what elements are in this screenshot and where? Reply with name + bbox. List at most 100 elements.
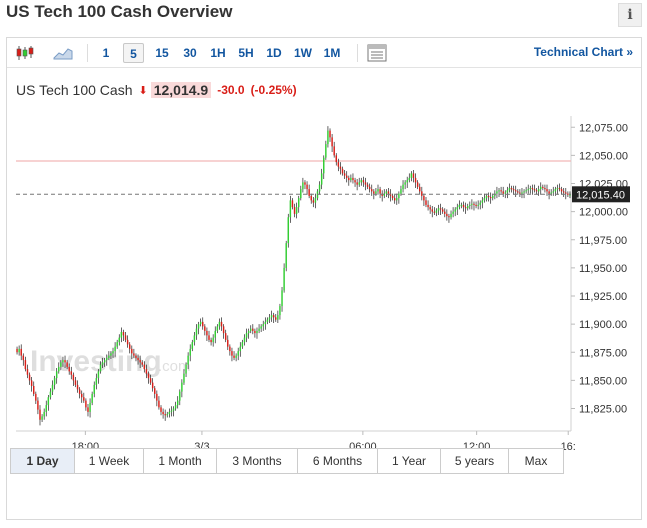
candle-body [471,203,473,205]
candle-body [521,192,523,194]
candle-body [343,173,346,176]
quote-line: US Tech 100 Cash ⬇ 12,014.9 -30.0 (-0.25… [16,80,297,100]
candle-body [512,189,515,191]
period-1[interactable]: 1 [102,46,110,60]
candle-body [341,168,344,174]
price-tick-label: 11,825.00 [579,404,627,416]
candle-body [264,321,267,325]
candle-body [408,177,411,181]
candle-body [377,189,379,192]
candle-body [556,188,559,190]
candle-body [258,328,260,331]
candle-body [239,346,242,352]
candle-body [41,416,43,420]
candlestick-icon[interactable] [13,42,37,64]
info-icon[interactable]: i [618,3,642,27]
candle-body [508,188,511,191]
candle-body [350,177,352,181]
candle-body [529,188,532,190]
candle-body [260,326,262,329]
candle-body [502,191,504,194]
candle-body [83,397,85,401]
candle-body [277,315,279,320]
candle-body [562,191,565,193]
candle-body [400,189,402,194]
range-max[interactable]: Max [509,449,563,473]
candle-body [168,411,171,415]
candle-body [249,328,252,331]
candle-body [147,373,150,379]
range-5-years[interactable]: 5 years [441,449,509,473]
candle-body [421,191,423,196]
candle-body [231,351,233,356]
candle-body [283,267,285,291]
candle-body [16,348,18,353]
candle-body [323,157,325,174]
candle-body [62,360,64,363]
period-1d[interactable]: 1D [266,46,282,60]
range-1-month[interactable]: 1 Month [144,449,217,473]
candle-body [176,400,179,406]
current-price-tag [572,186,630,203]
settings-panel-icon[interactable] [365,42,389,64]
range-1-day[interactable]: 1 Day [11,449,75,473]
candle-body [191,342,194,349]
candle-body [498,190,500,192]
area-chart-icon[interactable] [51,42,75,64]
candle-body [70,371,73,375]
candle-body [285,243,287,268]
candle-body [247,330,250,334]
candle-body [72,374,75,381]
last-price: 12,014.9 [150,82,212,98]
range-1-year[interactable]: 1 Year [378,449,441,473]
candle-body [329,130,331,138]
candle-body [396,198,398,201]
time-range-selector: 1 Day 1 Week 1 Month 3 Months 6 Months 1… [10,448,564,474]
candle-body [554,189,557,192]
price-tick-label: 12,000.00 [579,207,628,219]
candle-body [345,175,348,178]
candle-body [222,326,225,334]
candle-body [542,186,544,188]
period-30[interactable]: 30 [183,46,197,60]
period-5[interactable]: 5 [123,43,144,63]
candle-body [387,191,390,194]
candle-body [525,190,527,192]
candle-body [51,384,54,392]
candle-body [49,391,52,398]
candle-body [187,355,189,365]
candle-body [55,371,58,379]
period-1h[interactable]: 1H [210,46,226,60]
candle-body [76,384,79,390]
candle-body [310,195,312,201]
candle-body [112,351,114,354]
candle-body [456,207,459,210]
candle-body [87,407,89,412]
range-3-months[interactable]: 3 Months [217,449,298,473]
candle-body [39,409,41,420]
technical-chart-link[interactable]: Technical Chart » [533,45,633,59]
candle-body [193,335,196,343]
candle-body [410,173,413,178]
period-1w[interactable]: 1W [294,46,312,60]
period-15[interactable]: 15 [155,46,169,60]
price-tick-label: 11,975.00 [579,235,627,247]
candle-body [114,346,116,352]
range-1-week[interactable]: 1 Week [75,449,144,473]
candle-body [425,200,427,205]
price-chart[interactable]: Investing.com12,075.0012,050.0012,025.00… [16,116,632,461]
candle-body [229,346,231,352]
candle-body [170,410,173,412]
candle-body [412,173,415,178]
candle-body [18,348,20,353]
candle-body [373,191,375,194]
candle-body [481,200,484,203]
candle-body [444,211,446,214]
period-5h[interactable]: 5H [238,46,254,60]
range-6-months[interactable]: 6 Months [298,449,378,473]
candle-body [527,189,529,191]
candle-body [293,207,296,214]
period-1m[interactable]: 1M [323,46,341,60]
candle-body [268,317,271,320]
candle-body [429,207,431,210]
